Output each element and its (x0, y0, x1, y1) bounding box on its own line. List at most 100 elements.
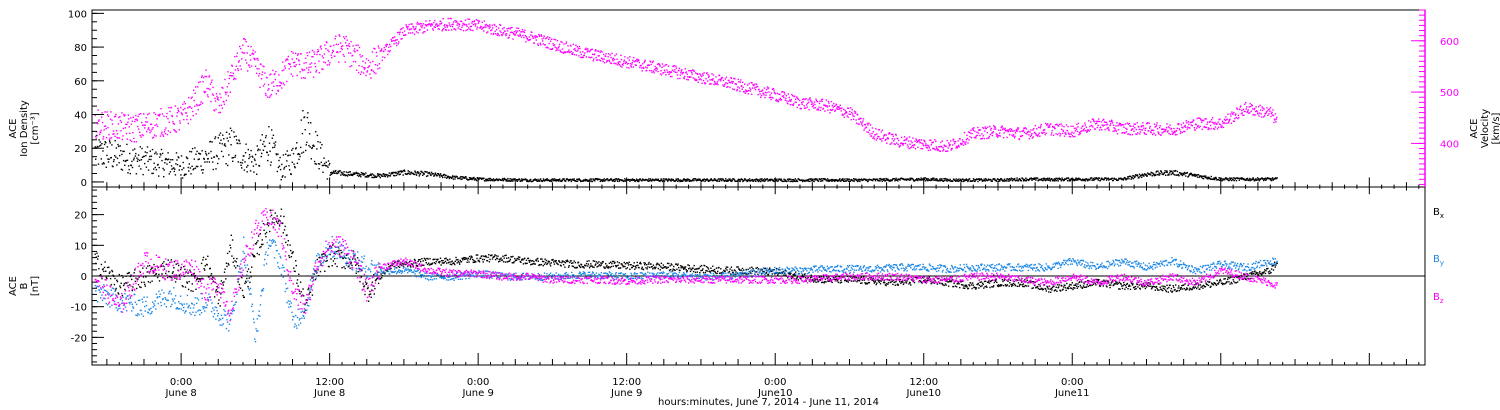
bx-points-point (324, 270, 326, 272)
bx-points-point (173, 261, 176, 263)
bx-points-point (204, 265, 206, 267)
density-points-point (917, 179, 919, 182)
velocity-points-point (932, 147, 934, 150)
velocity-points-point (788, 96, 790, 99)
density-points-point (228, 133, 231, 135)
density-points-point (1219, 179, 1221, 181)
velocity-points-point (827, 109, 829, 111)
bx-points-point (282, 232, 284, 234)
density-points-point (883, 179, 885, 181)
velocity-points-point (1200, 119, 1202, 121)
velocity-points-point (568, 49, 570, 51)
velocity-points-point (751, 82, 753, 84)
density-points-point (670, 180, 672, 182)
density-points-point (859, 180, 861, 183)
density-points-point (525, 179, 527, 181)
velocity-points-point (518, 30, 521, 32)
velocity-points-point (1273, 118, 1276, 120)
density-points-point (792, 180, 794, 183)
density-points-point (924, 180, 927, 182)
velocity-points-point (258, 73, 261, 75)
velocity-points-point (1268, 113, 1270, 115)
density-points-point (461, 176, 463, 178)
velocity-points-point (817, 109, 820, 111)
density-points-point (204, 161, 206, 163)
density-points-point (269, 150, 271, 152)
velocity-points-point (1072, 125, 1074, 127)
velocity-points-point (518, 35, 520, 37)
velocity-points-point (263, 83, 266, 85)
velocity-points-point (137, 125, 139, 128)
bx-points-point (350, 261, 353, 264)
velocity-points-point (357, 44, 359, 46)
density-points-point (674, 180, 677, 182)
density-points-point (952, 180, 954, 182)
velocity-points-point (577, 47, 580, 49)
velocity-points-point (1086, 131, 1088, 133)
bx-points-point (374, 279, 377, 282)
density-points-point (134, 148, 136, 150)
velocity-points-point (638, 61, 640, 64)
density-points-point (761, 178, 763, 180)
velocity-points-point (1241, 112, 1243, 114)
velocity-points-point (793, 103, 795, 105)
bx-points-point (324, 254, 327, 256)
velocity-points-point (702, 74, 704, 76)
density-points-point (639, 178, 642, 180)
density-points-point (208, 152, 210, 155)
velocity-points-point (461, 26, 463, 28)
velocity-points-point (549, 36, 551, 39)
velocity-points-point (309, 63, 311, 65)
bx-points-point (377, 271, 379, 273)
velocity-points-point (900, 142, 902, 144)
density-points-point (357, 175, 360, 177)
velocity-points-point (1263, 115, 1266, 117)
density-points-point (1056, 178, 1059, 180)
density-points-point (126, 159, 129, 161)
velocity-points-point (1224, 119, 1227, 122)
velocity-points-point (1087, 129, 1089, 131)
density-points-point (502, 177, 504, 180)
velocity-points-point (672, 65, 675, 68)
velocity-points-point (1125, 127, 1127, 130)
density-points-point (168, 158, 170, 160)
density-points-point (965, 179, 967, 182)
density-points-point (1253, 178, 1255, 180)
velocity-points-point (486, 32, 488, 34)
velocity-points-point (1262, 107, 1264, 109)
velocity-points-point (603, 58, 605, 60)
velocity-points-point (862, 118, 865, 120)
velocity-points-point (713, 80, 716, 83)
velocity-points-point (174, 105, 177, 107)
velocity-points-point (1105, 124, 1107, 126)
velocity-points-point (670, 71, 673, 73)
velocity-points-point (1243, 110, 1245, 112)
velocity-points-point (227, 95, 230, 97)
density-points-point (125, 159, 128, 162)
density-points-point (1178, 175, 1180, 177)
velocity-points-point (228, 77, 230, 80)
velocity-points-point (638, 59, 640, 61)
density-points-point (193, 158, 195, 160)
bx-points-point (337, 250, 339, 252)
velocity-points-point (836, 107, 838, 109)
velocity-points-point (344, 61, 346, 63)
velocity-points-point (490, 29, 492, 32)
velocity-points-point (1232, 120, 1235, 122)
density-points-point (1170, 171, 1172, 173)
bx-points-point (131, 289, 133, 292)
density-points-point (848, 178, 850, 180)
velocity-points-point (172, 121, 174, 123)
density-points-point (983, 178, 985, 180)
velocity-points-point (833, 105, 835, 108)
velocity-points-point (575, 44, 577, 46)
velocity-points-point (439, 23, 441, 25)
density-points-point (828, 179, 830, 181)
density-points-point (1131, 177, 1133, 179)
velocity-points-point (569, 51, 571, 53)
density-points-point (702, 178, 704, 181)
velocity-points-point (511, 26, 513, 29)
density-points-point (198, 158, 200, 160)
velocity-points-point (279, 81, 281, 83)
velocity-points-point (396, 39, 398, 41)
